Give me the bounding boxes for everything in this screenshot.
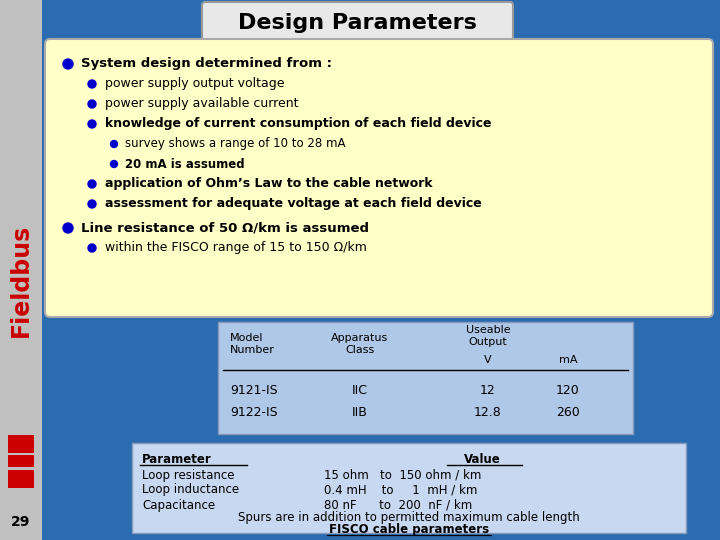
Text: Value: Value (464, 453, 500, 466)
FancyBboxPatch shape (132, 443, 686, 533)
Circle shape (88, 244, 96, 252)
Text: Fieldbus: Fieldbus (9, 224, 33, 336)
Text: Line resistance of 50 Ω/km is assumed: Line resistance of 50 Ω/km is assumed (81, 221, 369, 234)
Text: 120: 120 (556, 383, 580, 396)
Text: power supply output voltage: power supply output voltage (105, 78, 284, 91)
Text: 12.8: 12.8 (474, 406, 502, 419)
Text: 20 mA is assumed: 20 mA is assumed (125, 158, 245, 171)
Circle shape (88, 180, 96, 188)
FancyBboxPatch shape (8, 470, 34, 488)
Text: Model
Number: Model Number (230, 333, 275, 355)
Text: Apparatus
Class: Apparatus Class (331, 333, 389, 355)
Circle shape (88, 120, 96, 128)
Text: Design Parameters: Design Parameters (238, 13, 477, 33)
Text: FISCO cable parameters: FISCO cable parameters (329, 523, 489, 536)
Text: IIB: IIB (352, 406, 368, 419)
Text: Useable
Output: Useable Output (466, 325, 510, 347)
Text: System design determined from :: System design determined from : (81, 57, 332, 71)
Text: 12: 12 (480, 383, 496, 396)
Text: power supply available current: power supply available current (105, 98, 299, 111)
Text: Capacitance: Capacitance (142, 498, 215, 511)
Text: 15 ohm   to  150 ohm / km: 15 ohm to 150 ohm / km (324, 469, 482, 482)
FancyBboxPatch shape (202, 2, 513, 42)
Text: assessment for adequate voltage at each field device: assessment for adequate voltage at each … (105, 198, 482, 211)
Text: survey shows a range of 10 to 28 mA: survey shows a range of 10 to 28 mA (125, 138, 346, 151)
Circle shape (63, 59, 73, 69)
Circle shape (88, 80, 96, 88)
Circle shape (63, 223, 73, 233)
FancyBboxPatch shape (8, 455, 34, 467)
Text: 29: 29 (12, 515, 31, 529)
FancyBboxPatch shape (0, 0, 42, 540)
Text: V: V (484, 355, 492, 365)
Text: 9122-IS: 9122-IS (230, 406, 278, 419)
Text: 0.4 mH    to     1  mH / km: 0.4 mH to 1 mH / km (324, 483, 477, 496)
Text: mA: mA (559, 355, 577, 365)
Text: Spurs are in addition to permitted maximum cable length: Spurs are in addition to permitted maxim… (238, 511, 580, 524)
Text: knowledge of current consumption of each field device: knowledge of current consumption of each… (105, 118, 492, 131)
Text: application of Ohm’s Law to the cable network: application of Ohm’s Law to the cable ne… (105, 178, 433, 191)
FancyBboxPatch shape (8, 435, 34, 453)
Text: 80 nF      to  200  nF / km: 80 nF to 200 nF / km (324, 498, 472, 511)
Text: Parameter: Parameter (142, 453, 212, 466)
Text: Loop resistance: Loop resistance (142, 469, 235, 482)
Circle shape (110, 140, 117, 147)
Text: Loop inductance: Loop inductance (142, 483, 239, 496)
Text: 260: 260 (556, 406, 580, 419)
FancyBboxPatch shape (45, 39, 713, 317)
Text: 9121-IS: 9121-IS (230, 383, 278, 396)
Circle shape (88, 100, 96, 108)
Circle shape (110, 160, 117, 167)
Text: within the FISCO range of 15 to 150 Ω/km: within the FISCO range of 15 to 150 Ω/km (105, 241, 367, 254)
Text: IIC: IIC (352, 383, 368, 396)
FancyBboxPatch shape (218, 322, 633, 434)
Circle shape (88, 200, 96, 208)
